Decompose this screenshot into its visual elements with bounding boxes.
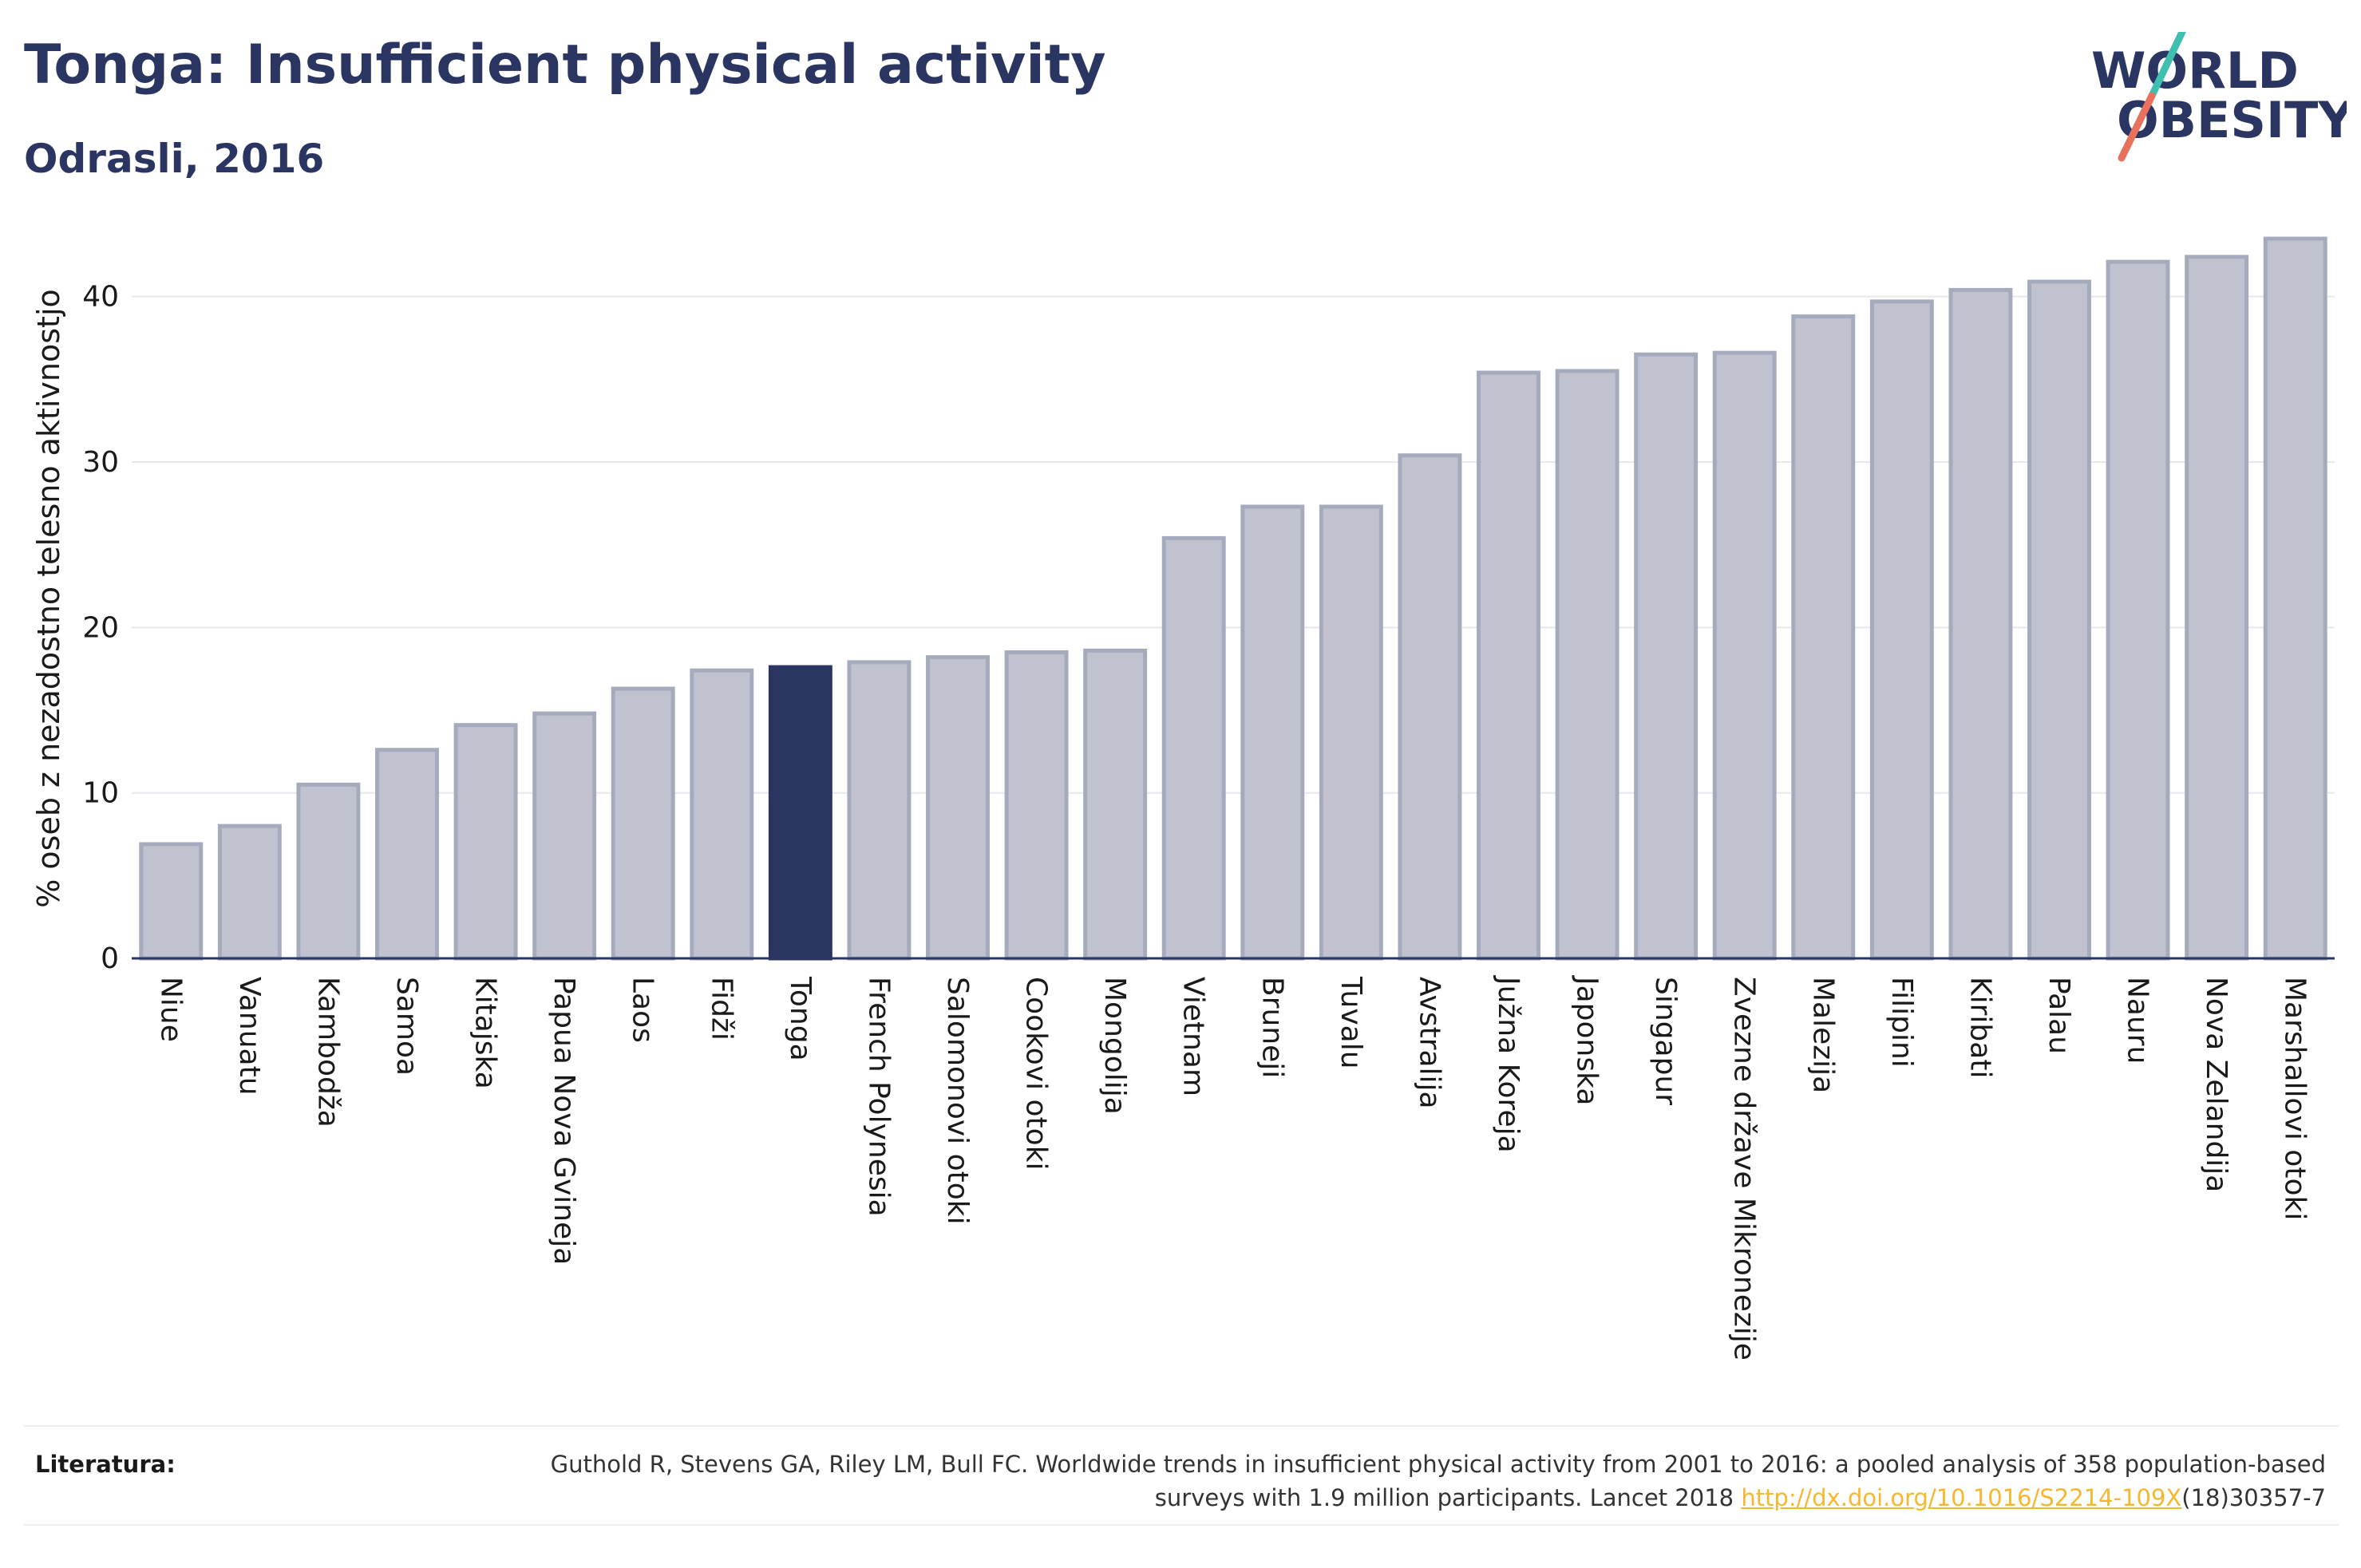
bar bbox=[1398, 453, 1462, 961]
bar bbox=[1555, 369, 1619, 961]
x-tick-label: Filipini bbox=[1885, 977, 1918, 1068]
bar bbox=[2263, 236, 2327, 961]
axes: 0 10 20 30 40 bbox=[82, 281, 2335, 975]
logo-slash-teal bbox=[2148, 32, 2186, 100]
bars bbox=[139, 236, 2327, 961]
bar bbox=[1712, 350, 1777, 961]
x-tick-label: Tuvalu bbox=[1335, 976, 1367, 1069]
bar bbox=[139, 842, 204, 961]
x-tick-label: Kambodža bbox=[311, 977, 344, 1128]
logo-line2: OBESITY bbox=[2117, 91, 2347, 149]
reference-label: Literatura: bbox=[35, 1451, 176, 1478]
world-obesity-logo: WORLD OBESITY bbox=[2091, 32, 2347, 162]
bar bbox=[453, 723, 518, 961]
x-tick-label: Japonska bbox=[1571, 975, 1604, 1105]
x-tick-label: Nova Zelandija bbox=[2200, 977, 2232, 1192]
bar bbox=[2027, 279, 2091, 961]
y-tick-label: 30 bbox=[82, 446, 119, 479]
x-tick-label: Marshallovi otoki bbox=[2279, 977, 2312, 1220]
x-tick-label: Papua Nova Gvineja bbox=[548, 977, 580, 1265]
y-tick-label: 20 bbox=[82, 611, 119, 644]
bar bbox=[611, 686, 675, 961]
bar bbox=[926, 655, 990, 961]
page-subtitle: Odrasli, 2016 bbox=[24, 136, 325, 182]
x-tick-label: Samoa bbox=[390, 977, 423, 1076]
bar bbox=[1791, 314, 1856, 961]
bar bbox=[1240, 504, 1305, 961]
x-tick-label: Malezija bbox=[1806, 977, 1839, 1093]
reference-text: Guthold R, Stevens GA, Riley LM, Bull FC… bbox=[490, 1448, 2326, 1515]
logo-line1: WORLD bbox=[2091, 41, 2299, 100]
x-tick-label: Singapur bbox=[1649, 977, 1682, 1105]
reference-citation: Guthold R, Stevens GA, Riley LM, Bull FC… bbox=[550, 1451, 2326, 1511]
y-tick-label: 0 bbox=[101, 942, 119, 975]
bar bbox=[532, 711, 597, 961]
x-tick-label: Mongolija bbox=[1098, 977, 1131, 1115]
bar bbox=[2106, 259, 2170, 961]
bar bbox=[296, 782, 361, 961]
bar bbox=[1083, 648, 1148, 961]
x-tick-label: Tonga bbox=[784, 976, 817, 1061]
bar bbox=[1948, 287, 2013, 961]
x-tick-label: Zvezne države Mikronezije bbox=[1728, 977, 1761, 1361]
x-tick-label: Bruneji bbox=[1256, 977, 1288, 1078]
bar bbox=[1161, 535, 1226, 961]
bar bbox=[847, 660, 912, 961]
bar-highlight bbox=[768, 665, 832, 961]
x-tick-label: Laos bbox=[627, 977, 659, 1043]
y-tick-label: 40 bbox=[82, 281, 119, 314]
footer-divider-top bbox=[24, 1425, 2339, 1427]
bar bbox=[1634, 352, 1699, 961]
bar bbox=[1477, 370, 1540, 961]
reference-doi-link[interactable]: http://dx.doi.org/10.1016/S2214-109X bbox=[1741, 1484, 2182, 1511]
category-labels: Niue Vanuatu Kambodža Samoa Kitajska Papua No… bbox=[154, 975, 2311, 1361]
y-tick-label: 10 bbox=[82, 777, 119, 810]
x-tick-label: Palau bbox=[2043, 977, 2075, 1054]
x-tick-label: Avstralija bbox=[1413, 977, 1445, 1109]
bar bbox=[1004, 650, 1069, 961]
x-tick-label: Vanuatu bbox=[233, 977, 266, 1096]
bar bbox=[1319, 504, 1383, 961]
x-tick-label: Fidži bbox=[705, 977, 738, 1041]
footer-divider-bottom bbox=[24, 1524, 2339, 1526]
bar bbox=[1869, 299, 1934, 961]
x-tick-label: Vietnam bbox=[1177, 977, 1210, 1096]
bar bbox=[2185, 255, 2249, 961]
bar-chart: 0 10 20 30 40 Niue Vanuatu Kambodža Samoa Kitajs… bbox=[31, 236, 2335, 1361]
x-tick-label: French Polynesia bbox=[862, 977, 895, 1217]
page-title: Tonga: Insufficient physical activity bbox=[24, 34, 1106, 97]
bar bbox=[690, 668, 754, 961]
x-tick-label: Kitajska bbox=[469, 977, 502, 1089]
y-axis-label: % oseb z nezadostno telesno aktivnostjo bbox=[31, 289, 66, 908]
bar bbox=[375, 748, 439, 961]
x-tick-label: Kiribati bbox=[1964, 977, 1996, 1078]
x-tick-label: Salomonovi otoki bbox=[941, 977, 974, 1225]
logo-slash-coral bbox=[2118, 92, 2156, 162]
reference-citation-tail: (18)30357-7 bbox=[2181, 1484, 2326, 1511]
x-tick-label: Nauru bbox=[2122, 977, 2154, 1064]
x-tick-label: Cookovi otoki bbox=[1020, 977, 1053, 1171]
x-tick-label: Južna Koreja bbox=[1492, 975, 1525, 1153]
x-tick-label: Niue bbox=[154, 977, 187, 1042]
bar bbox=[217, 823, 282, 961]
